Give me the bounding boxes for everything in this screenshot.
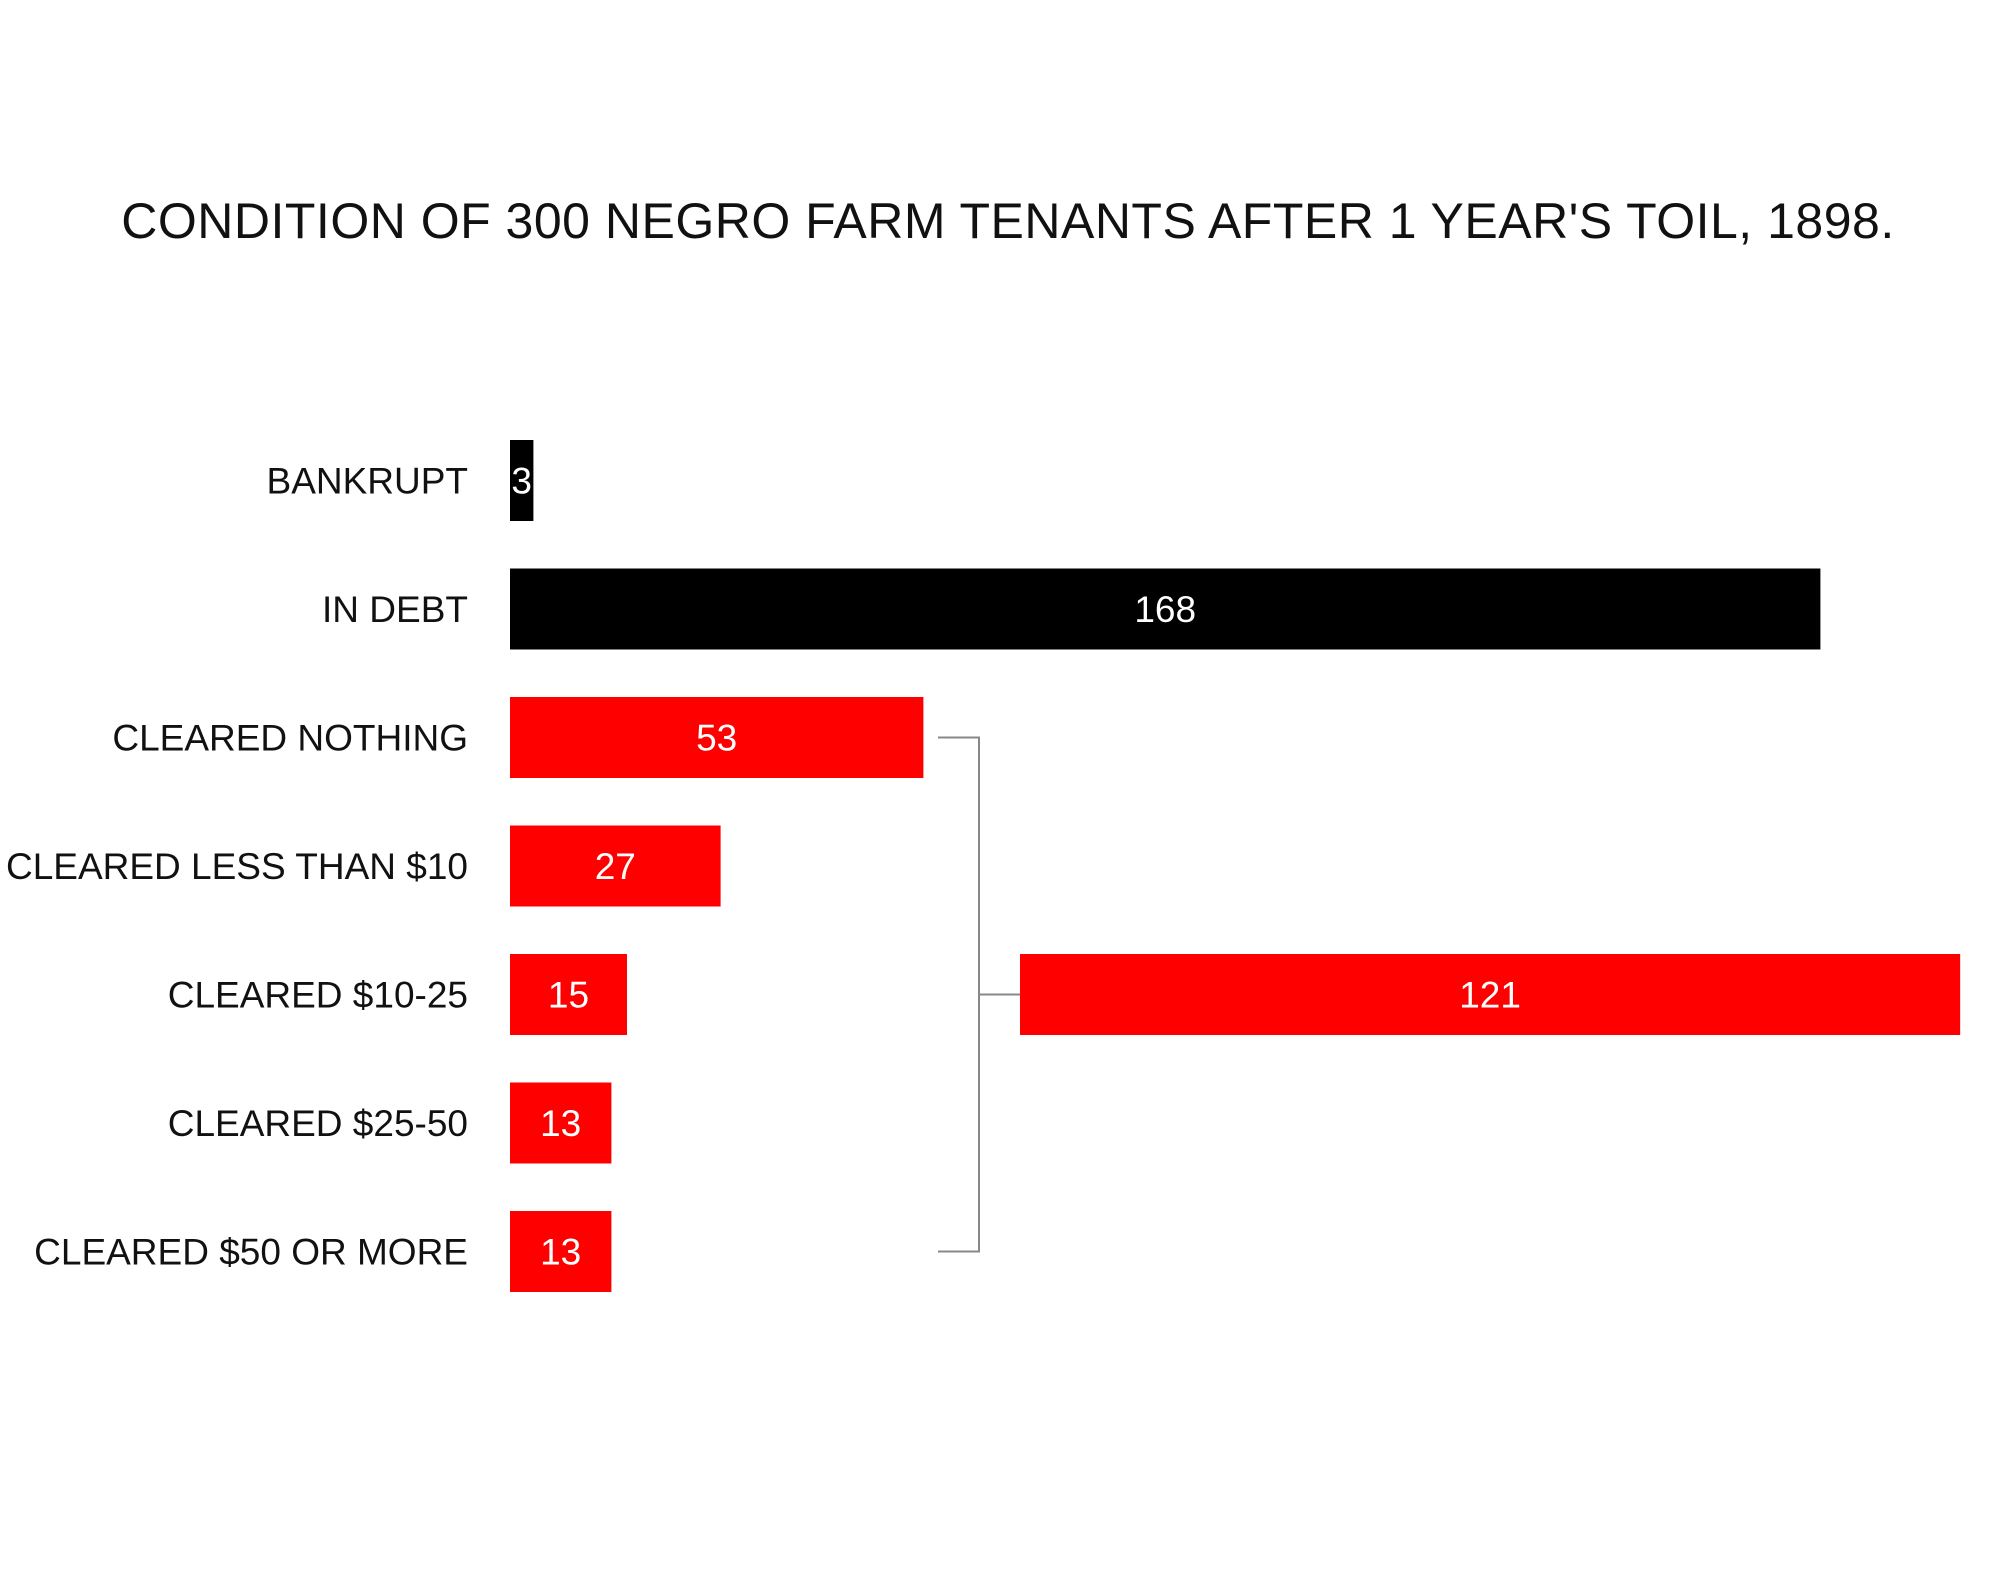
value-label-bankrupt: 3: [511, 461, 532, 502]
bar-cleared-nothing: [510, 697, 924, 778]
category-label-in-debt: IN DEBT: [322, 589, 468, 630]
value-label-group-total: 121: [1459, 975, 1521, 1016]
category-label-cleared-25-50: CLEARED $25-50: [168, 1103, 468, 1144]
bar-cleared-25-50: [510, 1082, 612, 1164]
value-label-cleared-10-25: 15: [548, 975, 589, 1016]
bars-layer: BANKRUPT 3 IN DEBT 168 CLEARED NOTHING 53 CLEA…: [6, 440, 1821, 1292]
bar-cleared-less-than-10: [510, 825, 721, 907]
category-label-cleared-10-25: CLEARED $10-25: [168, 975, 468, 1016]
value-label-cleared-nothing: 53: [696, 718, 737, 759]
value-label-cleared-25-50: 13: [540, 1103, 581, 1144]
category-label-cleared-less-than-10: CLEARED LESS THAN $10: [6, 846, 468, 887]
bar-group-total: [1020, 954, 1961, 1035]
bracket-line: [938, 736, 980, 1253]
group-bracket: 121: [938, 736, 1961, 1253]
value-label-cleared-50-or-more: 13: [540, 1232, 581, 1273]
value-label-in-debt: 168: [1134, 589, 1196, 630]
category-label-cleared-50-or-more: CLEARED $50 OR MORE: [34, 1232, 468, 1273]
chart-title: CONDITION OF 300 NEGRO FARM TENANTS AFTE…: [121, 193, 1895, 249]
bar-bankrupt: [510, 440, 534, 521]
value-label-cleared-less-than-10: 27: [595, 846, 636, 887]
bar-cleared-50-or-more: [510, 1211, 612, 1292]
category-label-cleared-nothing: CLEARED NOTHING: [112, 718, 468, 759]
bar-cleared-10-25: [510, 954, 627, 1035]
bar-in-debt: [510, 568, 1821, 650]
category-label-bankrupt: BANKRUPT: [267, 461, 468, 502]
